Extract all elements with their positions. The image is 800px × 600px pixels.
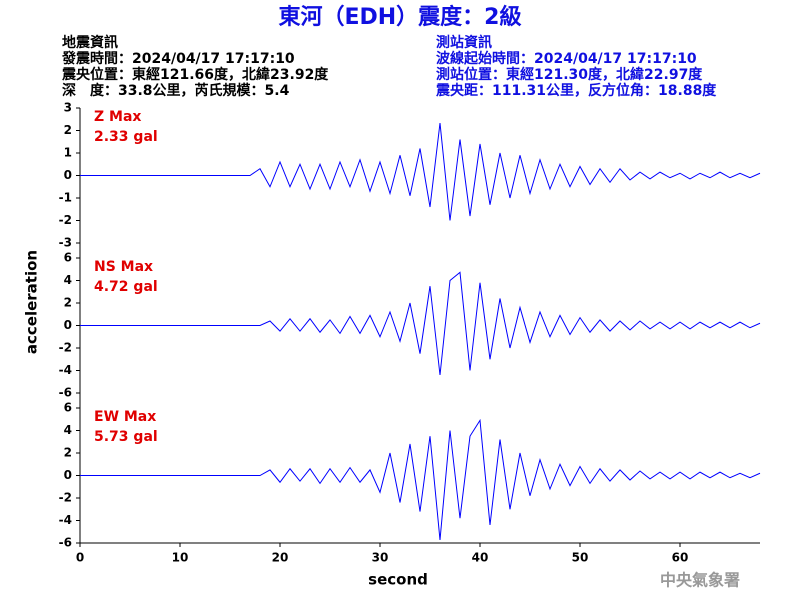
y-tick-label: -2 <box>59 213 72 227</box>
info-line: 深 度：33.8公里，芮氏規模：5.4 <box>62 82 290 99</box>
annotation: 4.72 gal <box>94 279 158 295</box>
x-tick-label: 40 <box>472 551 489 565</box>
y-tick-label: -2 <box>59 491 72 505</box>
info-line: 地震資訊 <box>62 34 118 51</box>
info-line: 測站資訊 <box>436 34 492 51</box>
y-tick-label: -1 <box>59 191 72 205</box>
y-tick-label: 6 <box>64 401 72 415</box>
footer-logo: 中央氣象署 <box>660 571 740 590</box>
y-axis-label: acceleration <box>23 250 41 354</box>
x-tick-label: 50 <box>572 551 589 565</box>
annotation: NS Max <box>94 259 153 275</box>
annotation: Z Max <box>94 109 141 125</box>
x-tick-label: 0 <box>76 551 84 565</box>
y-tick-label: -3 <box>59 236 72 250</box>
waveform <box>80 418 761 541</box>
y-tick-label: 6 <box>64 251 72 265</box>
waveform <box>80 271 761 376</box>
y-tick-label: 2 <box>64 296 72 310</box>
y-tick-label: 4 <box>64 273 72 287</box>
y-tick-label: 4 <box>64 423 72 437</box>
chart-title: 東河（EDH）震度：2級 <box>278 4 521 30</box>
y-tick-label: 0 <box>64 168 72 182</box>
annotation: 2.33 gal <box>94 129 158 145</box>
y-tick-label: -4 <box>59 363 72 377</box>
info-line: 測站位置：東經121.30度，北緯22.97度 <box>436 66 703 83</box>
y-tick-label: 2 <box>64 123 72 137</box>
annotation: 5.73 gal <box>94 429 158 445</box>
y-tick-label: 0 <box>64 318 72 332</box>
info-line: 波線起始時間：2024/04/17 17:17:10 <box>436 50 697 67</box>
y-tick-label: -2 <box>59 341 72 355</box>
y-tick-label: -6 <box>59 536 72 550</box>
info-line: 發震時間：2024/04/17 17:17:10 <box>61 50 295 67</box>
y-tick-label: 3 <box>64 101 72 115</box>
y-tick-label: -4 <box>59 513 72 527</box>
x-tick-label: 60 <box>672 551 689 565</box>
x-tick-label: 30 <box>372 551 389 565</box>
y-tick-label: -6 <box>59 386 72 400</box>
y-tick-label: 1 <box>64 146 72 160</box>
info-line: 震央距：111.31公里，反方位角：18.88度 <box>435 82 717 99</box>
x-tick-label: 10 <box>172 551 189 565</box>
x-axis-label: second <box>368 571 428 589</box>
info-line: 震央位置：東經121.66度，北緯23.92度 <box>61 66 329 83</box>
y-tick-label: 0 <box>64 468 72 482</box>
annotation: EW Max <box>94 409 156 425</box>
waveform <box>80 123 761 221</box>
x-tick-label: 20 <box>272 551 289 565</box>
y-tick-label: 2 <box>64 446 72 460</box>
